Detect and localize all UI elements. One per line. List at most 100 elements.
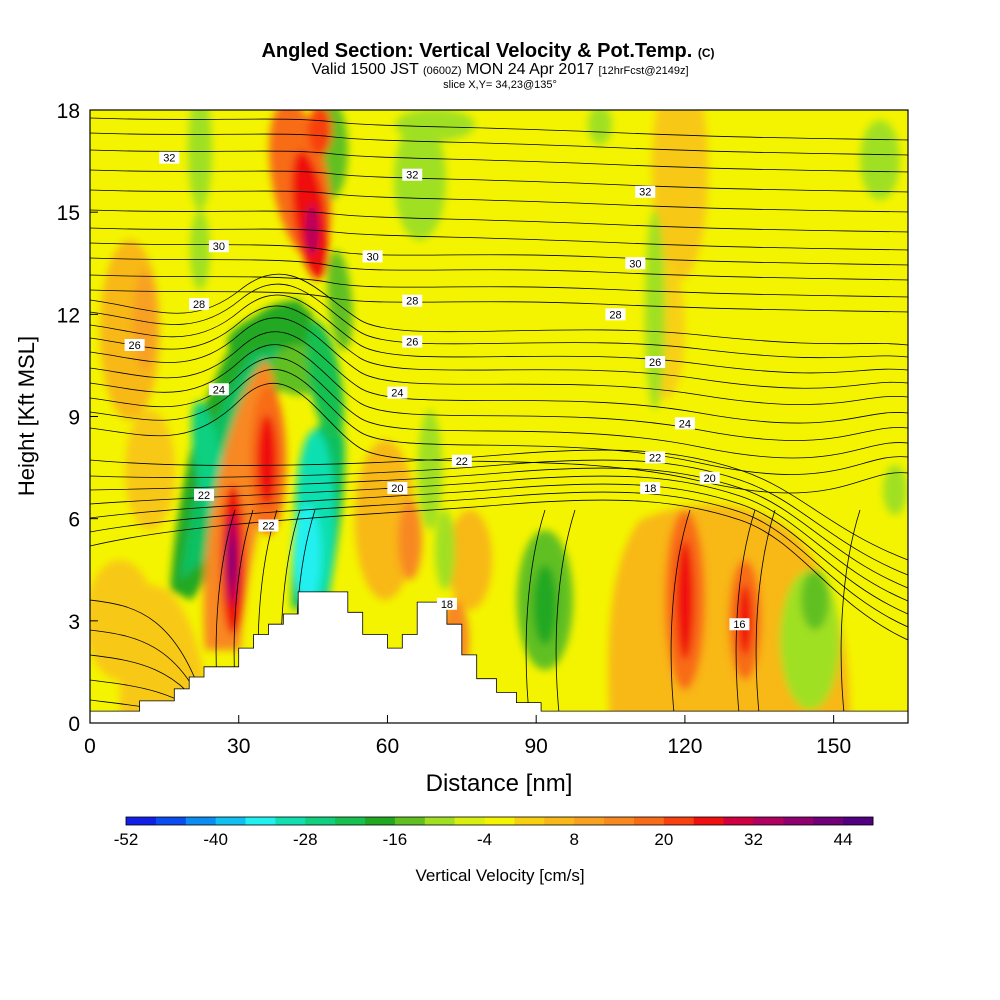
contour-labels: 32 32 32 30 30 30 28 28 28 26 26 26 24 24 24 22 22 22 22 20… bbox=[124, 151, 750, 631]
colorbar-tick-label: -52 bbox=[114, 830, 139, 849]
pot-temp-contours bbox=[90, 117, 908, 723]
contour-label-text: 22 bbox=[649, 452, 661, 464]
theta-contour bbox=[525, 509, 546, 723]
theta-contour bbox=[90, 274, 908, 298]
velocity-cell bbox=[652, 110, 708, 280]
colorbar-swatch bbox=[454, 817, 486, 825]
contour-label-box bbox=[189, 298, 210, 311]
contour-label-text: 18 bbox=[441, 599, 453, 611]
contour-label-text: 20 bbox=[391, 483, 403, 495]
theta-contour bbox=[90, 475, 908, 602]
contour-label: 22 bbox=[258, 519, 279, 532]
contour-label: 16 bbox=[729, 618, 750, 631]
contour-label: 26 bbox=[402, 335, 423, 349]
contour-label-box bbox=[208, 240, 229, 253]
colorbar-swatch bbox=[305, 817, 336, 825]
contour-label-box bbox=[402, 168, 423, 181]
contour-label: 18 bbox=[640, 482, 661, 495]
contour-label-box bbox=[645, 356, 666, 369]
chart-title: Angled Section: Vertical Velocity & Pot.… bbox=[261, 40, 714, 62]
velocity-cell bbox=[860, 120, 900, 200]
colorbar-swatch bbox=[544, 817, 575, 825]
colorbar-swatch bbox=[394, 817, 426, 825]
velocity-cell bbox=[395, 110, 475, 141]
colorbar-tick-label: 32 bbox=[744, 830, 763, 849]
colorbar-swatch bbox=[663, 817, 695, 825]
terrain-mask bbox=[90, 591, 908, 723]
contour-label: 24 bbox=[674, 417, 695, 430]
theta-contour bbox=[90, 289, 908, 313]
colorbar-swatch bbox=[365, 817, 396, 825]
contour-label: 30 bbox=[362, 250, 383, 263]
colorbar-swatch bbox=[783, 817, 814, 825]
y-tick-label: 9 bbox=[68, 407, 80, 430]
terrain-profile bbox=[90, 591, 908, 723]
colorbar-tick-label: 20 bbox=[654, 830, 673, 849]
theta-contour bbox=[90, 132, 908, 156]
colorbar-swatch bbox=[604, 817, 635, 825]
contour-label: 22 bbox=[194, 488, 215, 502]
contour-label: 30 bbox=[208, 240, 229, 253]
contour-label-box bbox=[640, 482, 661, 495]
contour-label-box bbox=[402, 335, 423, 348]
contour-label-text: 20 bbox=[704, 473, 716, 485]
colorbar-tick-label: -28 bbox=[293, 830, 318, 849]
colorbar-swatch bbox=[275, 817, 306, 825]
contour-label-box bbox=[159, 151, 180, 164]
x-tick-label: 150 bbox=[816, 735, 851, 758]
theta-contour bbox=[90, 117, 908, 141]
contour-label: 28 bbox=[605, 308, 626, 321]
theta-contour bbox=[90, 483, 908, 615]
contour-label: 26 bbox=[645, 356, 666, 369]
contour-label-text: 22 bbox=[198, 490, 210, 502]
velocity-cell bbox=[435, 510, 455, 590]
velocity-cell bbox=[588, 110, 612, 145]
colorbar-tick-label: 8 bbox=[569, 830, 578, 849]
colorbar-swatch bbox=[155, 817, 187, 825]
contour-label: 30 bbox=[625, 257, 646, 270]
theta-contour bbox=[735, 509, 756, 723]
colorbar-frame bbox=[125, 816, 874, 826]
theta-contour bbox=[90, 499, 908, 641]
contour-label-box bbox=[699, 471, 720, 484]
contour-label-text: 24 bbox=[391, 388, 403, 400]
colorbar-swatch bbox=[753, 817, 784, 825]
velocity-cell bbox=[229, 535, 235, 585]
theta-contour bbox=[90, 294, 908, 374]
colorbar-swatch bbox=[693, 817, 725, 825]
contour-label-box bbox=[258, 519, 279, 532]
contour-label: 32 bbox=[402, 168, 423, 182]
colorbar: -52 -40 -28 -16 -4 8 20 32 44 bbox=[114, 816, 874, 849]
contour-label-text: 26 bbox=[406, 337, 418, 349]
theta-contour bbox=[90, 357, 908, 459]
x-tick-label: 120 bbox=[667, 735, 702, 758]
colorbar-swatch bbox=[484, 817, 515, 825]
contour-label-box bbox=[208, 383, 229, 396]
subtitle-utc: (0600Z) bbox=[423, 65, 462, 77]
theta-contour bbox=[90, 459, 908, 576]
contour-label-box bbox=[436, 597, 457, 610]
contour-label-text: 26 bbox=[649, 357, 661, 369]
x-tick-label: 30 bbox=[227, 735, 250, 758]
x-tick-label: 60 bbox=[376, 735, 399, 758]
velocity-cell bbox=[257, 415, 277, 505]
contour-label-box bbox=[635, 185, 656, 198]
colorbar-swatch bbox=[514, 817, 545, 825]
contour-label-box bbox=[645, 451, 666, 464]
contour-label-text: 24 bbox=[213, 384, 225, 396]
contour-label-text: 32 bbox=[406, 170, 418, 182]
theta-contour bbox=[90, 242, 908, 266]
contour-label-text: 22 bbox=[262, 520, 274, 532]
velocity-cell bbox=[448, 510, 492, 610]
theta-contour bbox=[90, 149, 908, 173]
contour-label: 20 bbox=[387, 482, 408, 495]
theta-contour bbox=[90, 467, 908, 589]
contour-label-text: 30 bbox=[366, 251, 378, 263]
theta-contour bbox=[90, 305, 908, 389]
velocity-cell bbox=[676, 540, 694, 660]
y-tick-label: 0 bbox=[68, 713, 80, 736]
contour-label-box bbox=[387, 386, 408, 399]
theta-contour bbox=[90, 189, 908, 213]
velocity-cell bbox=[308, 110, 332, 155]
contour-label-box bbox=[387, 482, 408, 495]
